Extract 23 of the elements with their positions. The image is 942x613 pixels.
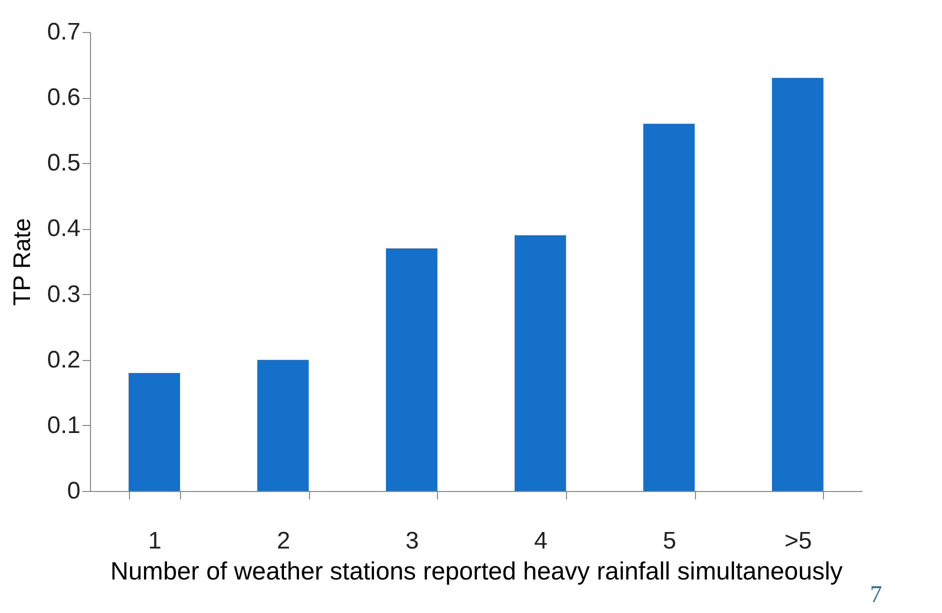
x-tick-label: >5 — [784, 528, 812, 554]
y-tick-label: 0.3 — [47, 280, 80, 308]
text: 7 — [870, 582, 882, 609]
y-axis-title: TP Rate — [9, 218, 36, 306]
bar — [772, 78, 824, 491]
x-tick-label: 3 — [405, 528, 419, 554]
y-tick-label: 0 — [67, 478, 80, 504]
y-tick-label: 0.5 — [47, 150, 80, 177]
x-tick-label: 2 — [276, 528, 290, 554]
x-tick-label: 1 — [148, 528, 162, 554]
y-tick-label: 0.7 — [47, 18, 80, 46]
y-tick-label: 0.1 — [47, 412, 80, 439]
bar — [514, 235, 566, 491]
x-axis-title: Number of weather stations reported heavy rainfall simultaneously — [110, 558, 844, 586]
bar — [128, 372, 180, 491]
y-tick-label: 0.4 — [47, 215, 80, 242]
bar — [386, 248, 438, 491]
x-tick-label: 5 — [662, 528, 676, 554]
x-tick-label: 4 — [534, 528, 548, 554]
y-tick-label: 0.6 — [47, 84, 80, 112]
bar — [643, 124, 695, 491]
y-tick-label: 0.2 — [47, 346, 80, 374]
bar — [257, 360, 309, 491]
